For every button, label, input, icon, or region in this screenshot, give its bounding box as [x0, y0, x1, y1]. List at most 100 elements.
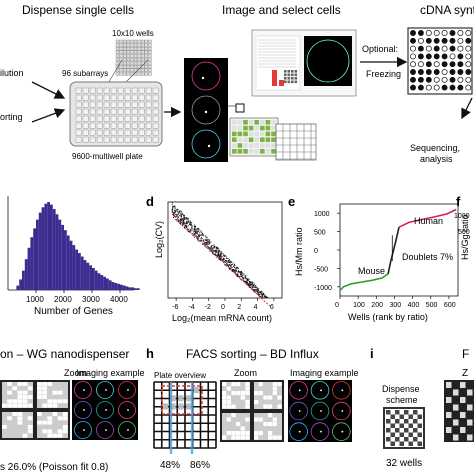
imaging-well	[310, 381, 330, 400]
hist-bar	[24, 259, 28, 290]
hist-tick-label: 1000	[26, 295, 44, 304]
scatter-point	[235, 269, 237, 271]
selection-cell	[265, 149, 271, 154]
zoom-cell	[37, 395, 42, 399]
zoom-cell	[37, 382, 42, 386]
scatter-point	[242, 274, 244, 276]
cdna-well	[417, 61, 424, 68]
imaging-strip	[184, 58, 228, 162]
freezing-label: Freezing	[366, 69, 401, 79]
subarray	[103, 136, 110, 143]
scatter-point	[204, 235, 206, 237]
scatter-point	[208, 246, 210, 248]
scatter-point	[258, 293, 260, 295]
selection-cell	[271, 120, 276, 125]
scatter-point	[174, 211, 176, 213]
subarray	[96, 115, 103, 122]
zoom-cell	[254, 400, 259, 405]
subarray	[89, 94, 96, 101]
hist-bar	[128, 287, 132, 290]
zoom-cell	[57, 416, 63, 421]
dilution-label: ilution	[0, 68, 24, 78]
scatter-point	[180, 214, 182, 216]
scatter-point	[247, 277, 249, 279]
scatter-point	[234, 264, 236, 266]
wells-10x10-label: 10x10 wells	[112, 29, 154, 38]
scatter-point	[186, 229, 188, 231]
zoom-cell	[12, 399, 18, 404]
ratio-plot-area	[339, 203, 459, 297]
subarray	[96, 94, 103, 101]
cdna-well	[433, 45, 440, 52]
zoom-cell	[268, 435, 273, 440]
hist-bar	[44, 203, 48, 290]
well	[119, 57, 123, 62]
selection-cell	[260, 131, 265, 137]
hist-bar	[55, 214, 59, 290]
scatter-point	[188, 222, 190, 224]
well	[123, 43, 127, 47]
zoom-cell	[62, 425, 68, 429]
zoom-cell	[52, 403, 58, 408]
dispense-well	[417, 423, 422, 428]
zoom-cell	[22, 433, 28, 438]
scatter-point	[215, 251, 217, 254]
scatter-point	[242, 278, 244, 280]
cdna-well	[449, 84, 456, 91]
well	[119, 72, 123, 76]
well	[137, 57, 141, 62]
scatter-point	[239, 271, 241, 273]
well	[141, 72, 145, 76]
scatter-point	[249, 283, 251, 285]
hist-bar	[97, 273, 101, 290]
cell-dot	[201, 76, 205, 80]
ratio-series-line	[387, 227, 400, 275]
zoom-cell	[7, 399, 12, 404]
cdna-well	[457, 69, 464, 75]
zoom-cell	[47, 416, 53, 421]
dispense-well	[386, 419, 391, 424]
hist-bar	[36, 219, 39, 290]
subarray	[138, 94, 145, 101]
hist-bar	[72, 245, 76, 290]
scatter-point	[224, 258, 226, 260]
subarray	[103, 122, 110, 129]
scatter-point	[194, 233, 196, 235]
well	[123, 57, 127, 62]
f-tick-1000: 1000	[454, 213, 470, 220]
well	[123, 54, 127, 58]
cdna-well	[449, 76, 456, 83]
scatter-point	[172, 216, 174, 219]
image-title: Image and select cells	[222, 3, 341, 17]
subarray	[131, 108, 138, 115]
cdna-well	[410, 61, 416, 68]
well-image-circle	[191, 129, 221, 159]
cdna-well	[433, 69, 440, 75]
cdna-well	[441, 53, 448, 60]
subarray	[110, 122, 117, 129]
well	[137, 61, 141, 65]
scatter-point	[256, 287, 258, 289]
cdna-well	[449, 45, 456, 52]
selection-cell	[271, 131, 276, 137]
scatter-point	[252, 286, 254, 289]
zoom-cell	[258, 431, 263, 436]
scatter-point	[177, 217, 179, 219]
cdna-well	[441, 76, 448, 83]
scatter-point	[210, 245, 212, 247]
selection-cell	[243, 131, 248, 137]
scatter-point	[229, 262, 231, 264]
zoom-cell	[226, 386, 231, 391]
subarray	[145, 101, 152, 108]
zoom-cell	[27, 416, 33, 421]
zoom-cell	[37, 412, 42, 416]
scatter-point	[216, 249, 218, 252]
zoom-cell	[254, 391, 259, 396]
dispense-well	[404, 419, 409, 424]
scatter-point	[213, 246, 215, 248]
scatter-point	[253, 286, 255, 288]
well	[148, 65, 152, 69]
well	[130, 61, 134, 65]
scatter-point	[171, 209, 174, 211]
